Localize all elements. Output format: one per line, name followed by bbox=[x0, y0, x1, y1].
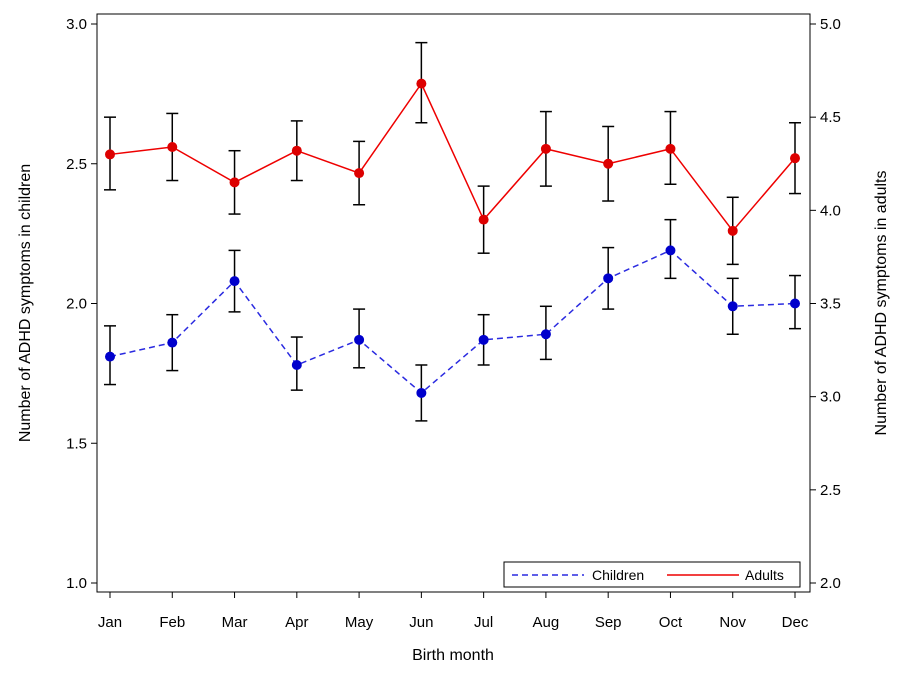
y-left-tick-label: 1.0 bbox=[66, 575, 87, 592]
x-tick-label-may: May bbox=[345, 614, 374, 631]
x-tick-label-sep: Sep bbox=[595, 614, 622, 631]
series-line-children bbox=[109, 249, 796, 394]
data-point-children bbox=[727, 301, 738, 312]
series-line-adults bbox=[109, 82, 796, 233]
data-point-adults bbox=[354, 168, 365, 179]
legend-box bbox=[503, 561, 801, 588]
data-point-children bbox=[229, 276, 240, 287]
legend: Children Adults bbox=[503, 561, 801, 588]
y-right-tick-label: 3.0 bbox=[820, 389, 841, 406]
data-point-children bbox=[540, 329, 551, 340]
data-point-children bbox=[167, 337, 178, 348]
data-point-children bbox=[790, 298, 800, 309]
data-point-children bbox=[416, 387, 427, 398]
x-tick-label-nov: Nov bbox=[719, 614, 746, 631]
plot-frame bbox=[96, 13, 811, 593]
legend-label-children: Children bbox=[592, 567, 644, 583]
y-right-axis: 2.0 2.5 3.0 3.5 4.0 4.5 5.0 bbox=[810, 16, 841, 592]
data-point-children bbox=[603, 273, 614, 284]
data-point-adults bbox=[790, 153, 800, 164]
data-point-adults bbox=[478, 214, 489, 225]
data-point-adults bbox=[665, 143, 676, 154]
y-right-tick-label: 2.0 bbox=[820, 575, 841, 592]
y-right-tick-label: 5.0 bbox=[820, 16, 841, 33]
data-point-children bbox=[291, 359, 302, 370]
y-right-axis-title: Number of ADHD symptoms in adults bbox=[873, 171, 890, 436]
data-point-adults bbox=[603, 158, 614, 169]
legend-label-adults: Adults bbox=[745, 567, 784, 583]
x-tick-label-mar: Mar bbox=[222, 614, 248, 631]
data-point-adults bbox=[291, 145, 302, 156]
x-tick-label-dec: Dec bbox=[782, 614, 809, 631]
x-axis: Jan Feb Mar Apr May Jun Jul Aug Sep Oct Nov Dec bbox=[98, 592, 809, 631]
x-tick-label-jan: Jan bbox=[98, 614, 122, 631]
y-left-tick-label: 3.0 bbox=[66, 16, 87, 33]
data-point-adults bbox=[105, 149, 115, 160]
data-point-children bbox=[478, 334, 489, 345]
y-left-tick-label: 1.5 bbox=[66, 435, 87, 452]
y-left-tick-label: 2.0 bbox=[66, 296, 87, 313]
data-point-children bbox=[354, 334, 365, 345]
data-point-adults bbox=[727, 225, 738, 236]
x-axis-title: Birth month bbox=[412, 647, 494, 664]
x-tick-label-aug: Aug bbox=[533, 614, 560, 631]
series-children bbox=[104, 218, 801, 422]
y-left-tick-label: 2.5 bbox=[66, 156, 87, 173]
series-adults bbox=[104, 41, 801, 266]
y-left-axis: 1.0 1.5 2.0 2.5 3.0 bbox=[66, 16, 97, 592]
x-tick-label-jun: Jun bbox=[409, 614, 433, 631]
y-right-tick-label: 3.5 bbox=[820, 296, 841, 313]
x-tick-label-apr: Apr bbox=[285, 614, 308, 631]
x-tick-label-oct: Oct bbox=[659, 614, 683, 631]
x-tick-label-jul: Jul bbox=[474, 614, 493, 631]
data-point-adults bbox=[167, 141, 178, 152]
data-point-children bbox=[105, 351, 115, 362]
series-layer bbox=[104, 41, 801, 422]
y-right-tick-label: 2.5 bbox=[820, 482, 841, 499]
y-right-tick-label: 4.5 bbox=[820, 109, 841, 126]
data-point-children bbox=[665, 245, 676, 256]
data-point-adults bbox=[416, 78, 427, 89]
y-right-tick-label: 4.0 bbox=[820, 202, 841, 219]
y-left-axis-title: Number of ADHD symptoms in children bbox=[17, 164, 34, 442]
data-point-adults bbox=[540, 143, 551, 154]
data-point-adults bbox=[229, 177, 240, 188]
x-tick-label-feb: Feb bbox=[159, 614, 185, 631]
